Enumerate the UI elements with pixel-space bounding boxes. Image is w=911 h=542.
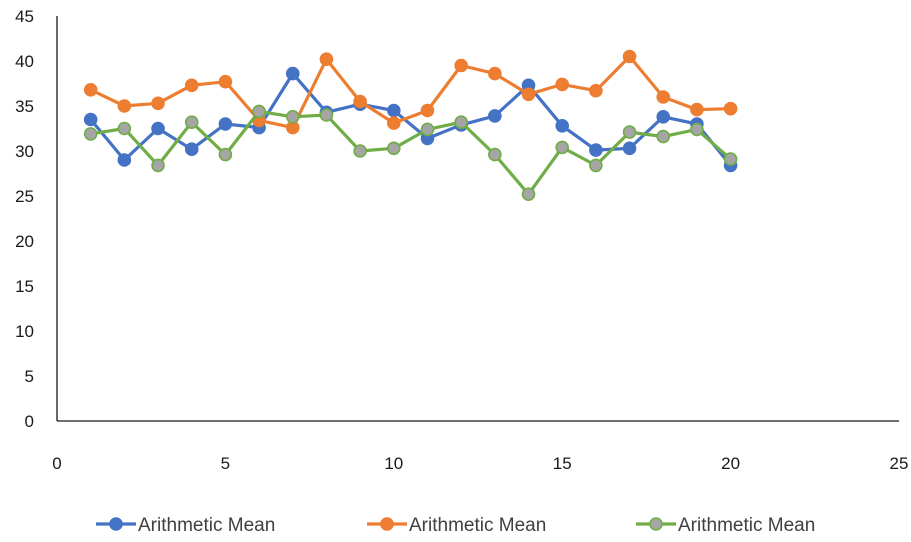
- legend-label: Arithmetic Mean: [138, 515, 275, 536]
- data-point: [723, 152, 738, 166]
- series-layer: [83, 49, 738, 201]
- data-point: [83, 83, 98, 97]
- data-point: [521, 187, 536, 201]
- data-point: [454, 58, 468, 73]
- data-point: [83, 112, 98, 127]
- data-point: [386, 103, 401, 118]
- data-point: [117, 153, 132, 167]
- data-point: [285, 110, 300, 124]
- y-tick-label: 15: [15, 277, 34, 296]
- x-tick-label: 10: [384, 454, 403, 473]
- x-tick-label: 0: [52, 454, 61, 473]
- legend-item-1: Arithmetic Mean: [96, 515, 275, 536]
- data-point: [656, 90, 671, 104]
- legend-marker: [109, 517, 123, 531]
- series-line: [89, 109, 733, 196]
- data-point: [184, 142, 199, 156]
- legend-label: Arithmetic Mean: [678, 515, 815, 536]
- data-point: [184, 78, 199, 93]
- data-point: [555, 77, 570, 92]
- data-point: [488, 109, 502, 123]
- data-point: [83, 127, 98, 141]
- data-point: [218, 74, 233, 89]
- series-3: [83, 104, 738, 201]
- data-point: [117, 99, 132, 113]
- data-point: [589, 143, 603, 157]
- data-point: [151, 158, 165, 173]
- data-point: [622, 141, 637, 156]
- data-point: [420, 103, 435, 118]
- legend-marker: [649, 517, 663, 531]
- legend: Arithmetic Mean Arithmetic Mean Arithmetic…: [96, 515, 815, 536]
- data-point: [420, 122, 435, 137]
- data-point: [319, 52, 334, 67]
- data-point: [555, 140, 570, 155]
- data-point: [555, 119, 570, 133]
- y-tick-label: 20: [15, 232, 34, 251]
- data-point: [488, 66, 502, 81]
- data-point: [622, 125, 637, 139]
- x-tick-label: 5: [221, 454, 230, 473]
- legend-label: Arithmetic Mean: [409, 515, 546, 536]
- legend-marker: [380, 517, 394, 531]
- data-point: [386, 141, 401, 156]
- data-point: [589, 158, 603, 173]
- y-tick-label: 35: [15, 97, 34, 116]
- data-point: [218, 117, 233, 131]
- y-tick-label: 25: [15, 187, 34, 206]
- y-tick-label: 40: [15, 52, 34, 71]
- data-point: [353, 94, 367, 109]
- data-point: [218, 147, 233, 162]
- legend-item-2: Arithmetic Mean: [367, 515, 546, 536]
- series-line: [89, 54, 733, 130]
- axes: 0 5 10 15 20 25 30 35 40 45 0 5 10 15 20 25: [15, 7, 908, 473]
- legend-item-3: Arithmetic Mean: [636, 515, 815, 536]
- data-point: [521, 87, 536, 102]
- y-tick-label: 5: [25, 367, 34, 386]
- y-tick-label: 30: [15, 142, 34, 161]
- y-tick-label: 45: [15, 7, 34, 26]
- data-point: [117, 121, 132, 136]
- x-tick-label: 20: [721, 454, 740, 473]
- data-point: [386, 116, 401, 130]
- data-point: [151, 96, 165, 111]
- data-point: [151, 121, 165, 136]
- data-point: [488, 147, 502, 162]
- data-point: [723, 101, 738, 116]
- x-tick-label: 25: [890, 454, 909, 473]
- data-point: [690, 122, 704, 137]
- data-point: [454, 115, 468, 129]
- data-point: [184, 115, 199, 129]
- data-point: [252, 104, 266, 119]
- data-point: [285, 66, 300, 81]
- series-1: [83, 66, 738, 173]
- y-tick-label: 10: [15, 322, 34, 341]
- data-point: [656, 110, 671, 124]
- series-2: [83, 49, 738, 135]
- x-tick-label: 15: [553, 454, 572, 473]
- data-point: [656, 129, 671, 144]
- data-point: [589, 83, 603, 98]
- data-point: [690, 102, 704, 117]
- y-tick-label: 0: [25, 412, 34, 431]
- data-point: [319, 108, 334, 122]
- data-point: [353, 144, 367, 158]
- data-point: [622, 49, 637, 64]
